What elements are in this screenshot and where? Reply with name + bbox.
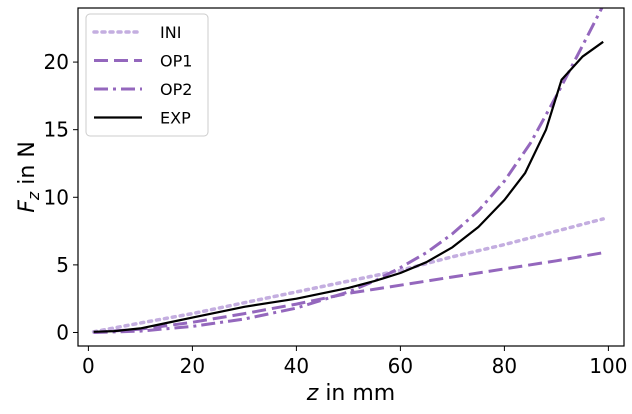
y-axis-label-subscript: z: [24, 191, 43, 201]
x-axis-label-variable: z: [306, 381, 319, 406]
legend-label-exp: EXP: [160, 109, 191, 128]
x-axis: 0 20 40 60 80 100: [82, 346, 627, 378]
y-axis-label-variable: F: [15, 200, 40, 213]
legend-box: [85, 13, 209, 137]
x-tick-label: 40: [284, 354, 309, 378]
y-tick-label: 20: [44, 50, 69, 74]
y-axis-label: Fz in N: [15, 141, 43, 213]
y-tick-label: 0: [56, 320, 69, 344]
y-tick-label: 10: [44, 185, 69, 209]
series-line-op1: [93, 251, 604, 334]
y-axis-label-unit: in N: [15, 141, 40, 192]
series-line-ini: [91, 217, 605, 334]
x-tick-label: 60: [388, 354, 413, 378]
x-axis-label-unit: in mm: [318, 381, 395, 406]
y-tick-label: 15: [44, 118, 69, 142]
legend: INI OP1 OP2 EXP: [85, 13, 209, 137]
legend-label-op1: OP1: [160, 52, 192, 71]
x-tick-label: 20: [180, 354, 205, 378]
y-axis: 0 5 10 15 20: [44, 50, 78, 344]
x-tick-label: 0: [82, 354, 95, 378]
y-tick-label: 5: [56, 253, 69, 277]
legend-label-op2: OP2: [160, 80, 192, 99]
x-tick-label: 80: [492, 354, 517, 378]
x-axis-label: z in mm: [306, 381, 395, 406]
plot-frame: [77, 7, 625, 347]
plot-lines: [91, 8, 605, 334]
x-tick-label: 100: [589, 354, 627, 378]
legend-label-ini: INI: [160, 23, 181, 42]
series-line-exp: [93, 40, 604, 333]
series-line-op2: [93, 8, 604, 334]
